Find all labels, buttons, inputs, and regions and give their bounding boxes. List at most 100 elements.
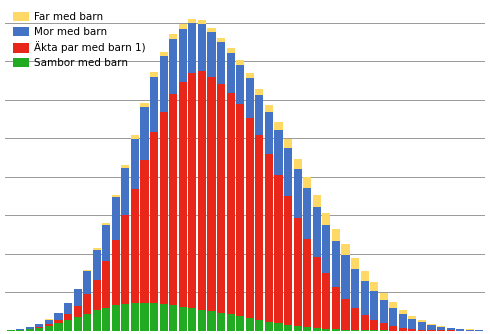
Bar	[322, 225, 330, 273]
Bar	[274, 130, 283, 175]
Bar	[351, 269, 359, 308]
Bar	[112, 197, 120, 240]
Bar	[83, 314, 91, 331]
Bar	[198, 310, 206, 331]
Bar	[198, 24, 206, 71]
Legend: Far med barn, Mor med barn, Äkta par med barn 1), Sambor med barn: Far med barn, Mor med barn, Äkta par med…	[10, 9, 149, 71]
Bar	[217, 42, 225, 84]
Bar	[427, 325, 436, 330]
Bar	[141, 160, 148, 303]
Bar	[245, 73, 254, 78]
Bar	[303, 177, 311, 188]
Bar	[6, 330, 15, 331]
Bar	[245, 318, 254, 331]
Bar	[93, 310, 101, 331]
Bar	[25, 329, 34, 331]
Bar	[160, 52, 168, 56]
Bar	[389, 302, 397, 308]
Bar	[102, 261, 110, 308]
Bar	[265, 322, 273, 331]
Bar	[102, 308, 110, 331]
Bar	[274, 323, 283, 331]
Bar	[179, 29, 187, 81]
Bar	[64, 315, 72, 320]
Bar	[122, 168, 129, 215]
Bar	[351, 330, 359, 331]
Bar	[361, 271, 368, 281]
Bar	[332, 241, 340, 287]
Bar	[102, 223, 110, 225]
Bar	[217, 37, 225, 42]
Bar	[313, 328, 321, 331]
Bar	[255, 95, 264, 135]
Bar	[83, 271, 91, 295]
Bar	[284, 139, 292, 148]
Bar	[226, 53, 235, 93]
Bar	[418, 322, 426, 330]
Bar	[446, 328, 455, 330]
Bar	[361, 330, 368, 331]
Bar	[45, 324, 53, 326]
Bar	[351, 308, 359, 330]
Bar	[198, 20, 206, 24]
Bar	[188, 308, 196, 331]
Bar	[169, 34, 177, 39]
Bar	[380, 293, 388, 300]
Bar	[370, 283, 378, 291]
Bar	[131, 189, 139, 303]
Bar	[236, 65, 245, 105]
Bar	[294, 218, 302, 326]
Bar	[74, 317, 82, 331]
Bar	[179, 307, 187, 331]
Bar	[45, 320, 53, 324]
Bar	[332, 287, 340, 329]
Bar	[112, 195, 120, 197]
Bar	[255, 320, 264, 331]
Bar	[274, 175, 283, 323]
Bar	[16, 330, 24, 331]
Bar	[370, 320, 378, 330]
Bar	[303, 327, 311, 331]
Bar	[74, 290, 82, 306]
Bar	[169, 39, 177, 94]
Bar	[408, 319, 416, 329]
Bar	[294, 159, 302, 169]
Bar	[322, 212, 330, 225]
Bar	[322, 329, 330, 331]
Bar	[141, 303, 148, 331]
Bar	[179, 81, 187, 307]
Bar	[389, 308, 397, 326]
Bar	[64, 303, 72, 315]
Bar	[265, 112, 273, 154]
Bar	[188, 73, 196, 308]
Bar	[236, 316, 245, 331]
Bar	[35, 328, 44, 331]
Bar	[74, 289, 82, 290]
Bar	[342, 256, 349, 299]
Bar	[294, 169, 302, 218]
Bar	[131, 303, 139, 331]
Bar	[408, 316, 416, 319]
Bar	[255, 89, 264, 95]
Bar	[226, 48, 235, 53]
Bar	[122, 165, 129, 168]
Bar	[54, 320, 63, 323]
Bar	[408, 329, 416, 331]
Bar	[303, 188, 311, 239]
Bar	[150, 132, 158, 303]
Bar	[122, 215, 129, 304]
Bar	[45, 326, 53, 331]
Bar	[303, 239, 311, 327]
Bar	[131, 139, 139, 189]
Bar	[456, 329, 465, 331]
Bar	[361, 281, 368, 315]
Bar	[131, 135, 139, 139]
Bar	[141, 103, 148, 107]
Bar	[294, 326, 302, 331]
Bar	[427, 324, 436, 325]
Bar	[274, 122, 283, 130]
Bar	[54, 323, 63, 331]
Bar	[265, 105, 273, 112]
Bar	[351, 258, 359, 269]
Bar	[217, 84, 225, 313]
